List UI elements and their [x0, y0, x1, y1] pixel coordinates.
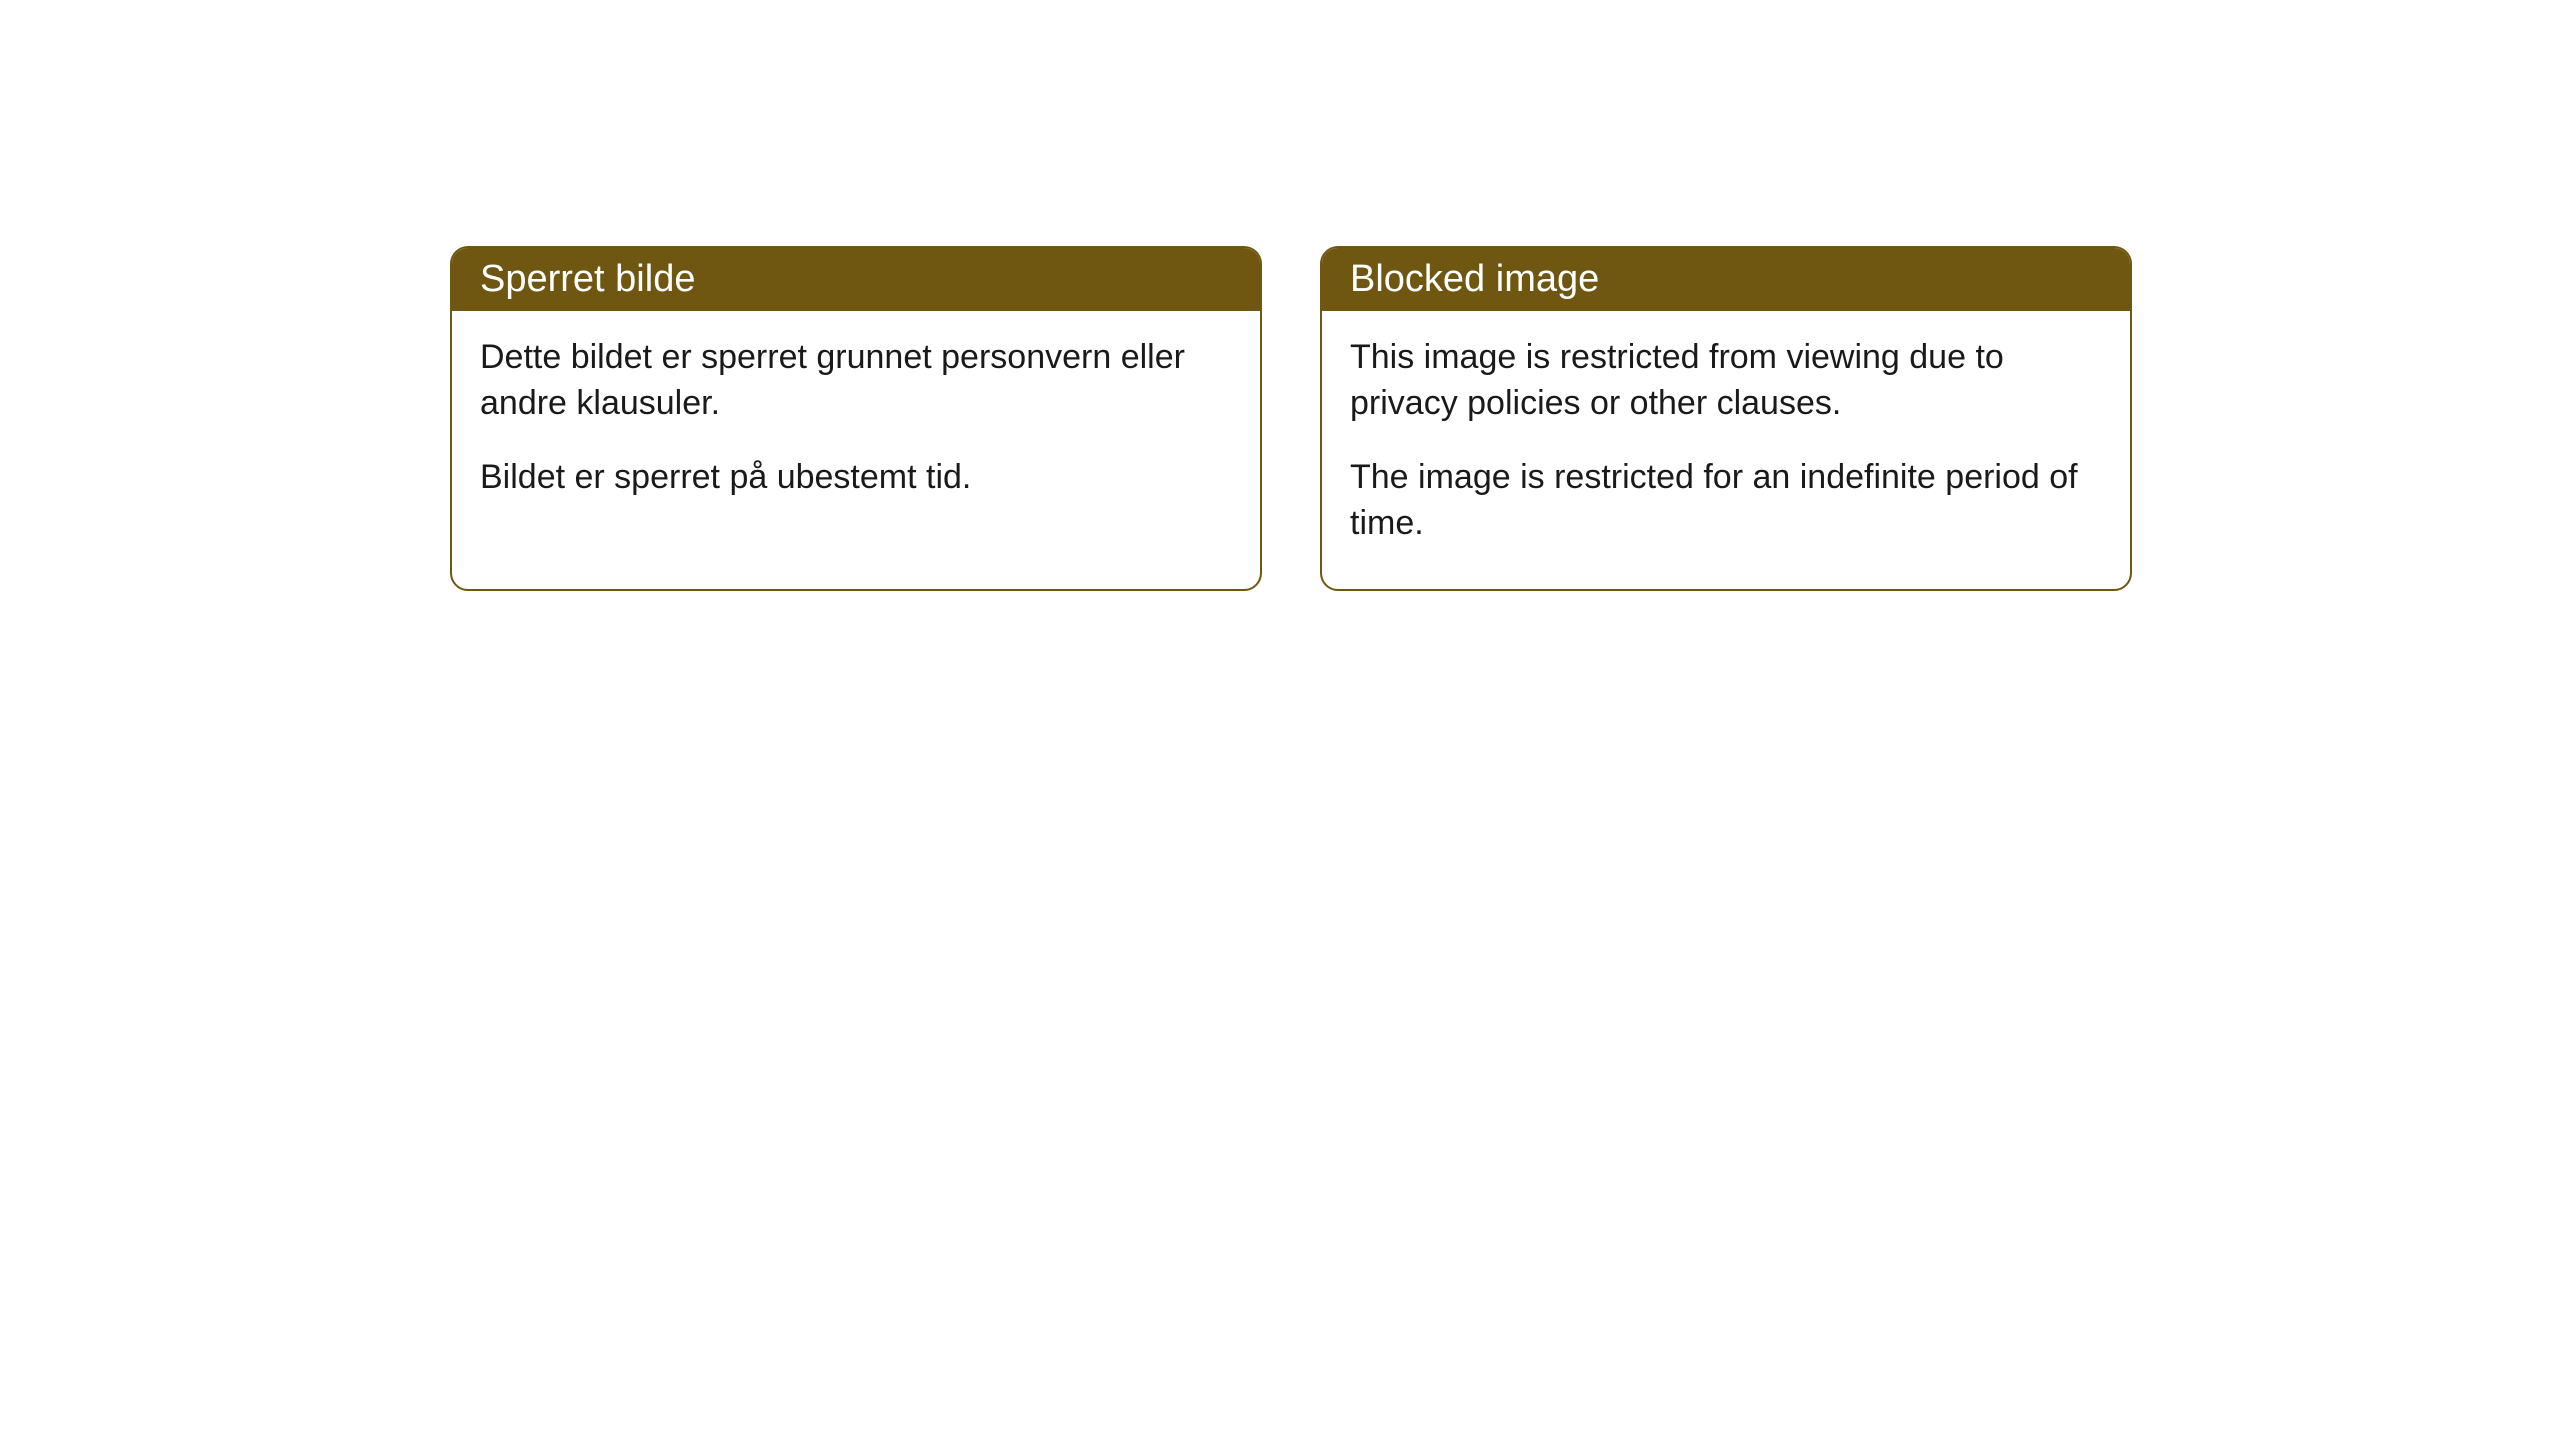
notice-cards-container: Sperret bilde Dette bildet er sperret gr…: [450, 246, 2132, 591]
card-header-english: Blocked image: [1322, 248, 2130, 311]
card-title-norwegian: Sperret bilde: [480, 258, 695, 300]
card-header-norwegian: Sperret bilde: [452, 248, 1260, 311]
card-title-english: Blocked image: [1350, 258, 1599, 300]
card-body-norwegian: Dette bildet er sperret grunnet personve…: [452, 311, 1260, 543]
card-paragraph-2-english: The image is restricted for an indefinit…: [1350, 455, 2102, 547]
card-paragraph-1-english: This image is restricted from viewing du…: [1350, 335, 2102, 427]
notice-card-english: Blocked image This image is restricted f…: [1320, 246, 2132, 591]
card-paragraph-1-norwegian: Dette bildet er sperret grunnet personve…: [480, 335, 1232, 427]
card-paragraph-2-norwegian: Bildet er sperret på ubestemt tid.: [480, 455, 1232, 501]
card-body-english: This image is restricted from viewing du…: [1322, 311, 2130, 589]
notice-card-norwegian: Sperret bilde Dette bildet er sperret gr…: [450, 246, 1262, 591]
